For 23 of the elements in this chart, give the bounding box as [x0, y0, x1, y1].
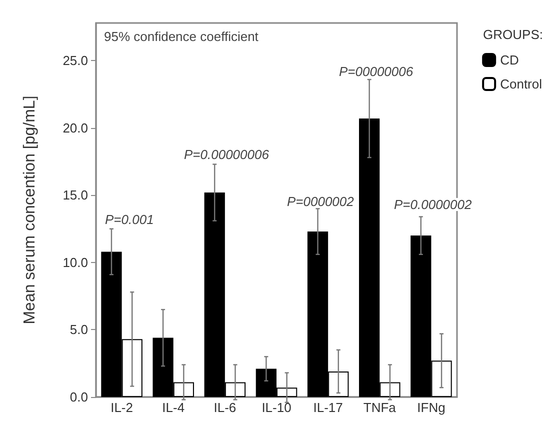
x-tick-label: IL-4: [162, 400, 185, 415]
annotation: P=0.0000002: [394, 197, 472, 212]
annotation: P=0.00000006: [184, 147, 270, 162]
annotation: P=0000002: [287, 194, 355, 209]
annotation: P=0.001: [105, 212, 154, 227]
y-tick-label: 15.0: [62, 188, 88, 203]
y-tick-label: 10.0: [62, 254, 88, 270]
legend-label: Control: [500, 76, 542, 92]
y-tick-label: 20.0: [62, 120, 88, 136]
x-tick-label: IL-10: [262, 400, 292, 415]
y-tick-label: 0.0: [70, 390, 88, 404]
annotation: P=00000006: [339, 64, 414, 79]
y-axis-title: Mean serum concention [pg/mL]: [22, 96, 38, 324]
x-tick-label: IL-17: [313, 400, 343, 415]
y-tick-label: 5.0: [70, 322, 88, 338]
y-tick-label: 25.0: [62, 53, 88, 68]
legend-title: GROUPS:: [483, 27, 544, 42]
x-tick-label: IL-6: [214, 400, 236, 415]
legend-label: CD: [500, 52, 519, 68]
annotation: 95% confidence coefficient: [104, 29, 259, 44]
x-tick-label: TNFa: [363, 400, 397, 415]
x-tick-label: IFNg: [417, 400, 446, 415]
x-tick-label: IL-2: [110, 400, 133, 415]
